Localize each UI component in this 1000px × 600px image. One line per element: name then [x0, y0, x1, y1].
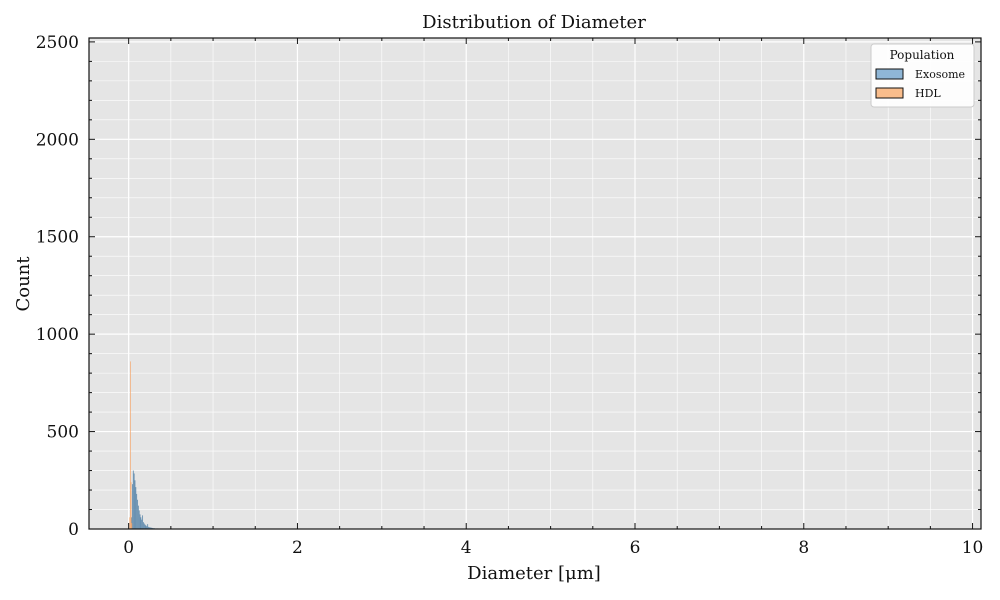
histogram-bar-hdl	[129, 517, 131, 529]
histogram-bar-exosome	[150, 527, 152, 529]
histogram-bar-exosome	[143, 523, 145, 529]
x-tick-label: 6	[630, 538, 641, 558]
y-tick-label: 2000	[36, 130, 79, 150]
histogram-bar-exosome	[142, 515, 144, 529]
histogram-bar-exosome	[133, 473, 135, 529]
chart-title: Distribution of Diameter	[422, 12, 646, 33]
histogram-bar-hdl	[131, 523, 133, 529]
x-tick-label: 2	[292, 538, 303, 558]
y-tick-label: 0	[68, 520, 79, 540]
bars-group	[129, 361, 172, 529]
histogram-bar-exosome	[135, 487, 137, 529]
y-axis-title: Count	[13, 256, 34, 312]
histogram-bar-exosome	[136, 493, 138, 529]
plot-area	[89, 38, 981, 529]
y-tick-label: 1000	[36, 325, 79, 345]
legend-title: Population	[890, 48, 955, 62]
x-tick-label: 10	[962, 538, 984, 558]
histogram-bar-exosome	[138, 510, 140, 529]
histogram-bar-exosome	[141, 519, 143, 529]
legend-swatch-hdl	[875, 87, 904, 99]
histogram-bar-hdl	[130, 482, 132, 529]
x-tick-label: 0	[123, 538, 134, 558]
legend-label-exosome: Exosome	[915, 68, 965, 81]
histogram-bar-exosome	[132, 484, 133, 529]
histogram-bar-exosome	[148, 526, 149, 529]
histogram-bar-hdl	[130, 361, 131, 529]
legend-swatch-exosome	[875, 68, 904, 80]
histogram-bar-exosome	[140, 517, 142, 529]
y-tick-label: 500	[47, 423, 79, 443]
histogram-bar-exosome	[145, 525, 147, 529]
x-tick-label: 4	[461, 538, 472, 558]
x-axis-title: Diameter [μm]	[467, 563, 601, 584]
histogram-bar-exosome	[137, 499, 138, 529]
y-tick-label: 2500	[36, 33, 79, 53]
legend: Population Exosome HDL	[870, 43, 975, 108]
histogram-bar-exosome	[134, 480, 136, 529]
histogram-bar-exosome	[137, 505, 139, 529]
histogram-bar-exosome	[147, 524, 149, 529]
histogram-bar-exosome	[149, 527, 151, 529]
axis-ticks: 0 2 4 6 8 10 0 500 1000 1500 2000 2500	[36, 33, 984, 558]
legend-label-hdl: HDL	[915, 87, 941, 100]
histogram-bar-exosome	[132, 470, 134, 529]
plot-frame	[88, 37, 982, 530]
y-tick-label: 1500	[36, 228, 79, 248]
histogram-bar-exosome	[146, 526, 148, 529]
histogram-bar-exosome	[148, 527, 150, 529]
histogram-bar-exosome	[139, 514, 141, 529]
x-tick-label: 8	[798, 538, 809, 558]
histogram-bar-exosome	[144, 524, 146, 529]
histogram-bar-exosome	[143, 522, 144, 529]
